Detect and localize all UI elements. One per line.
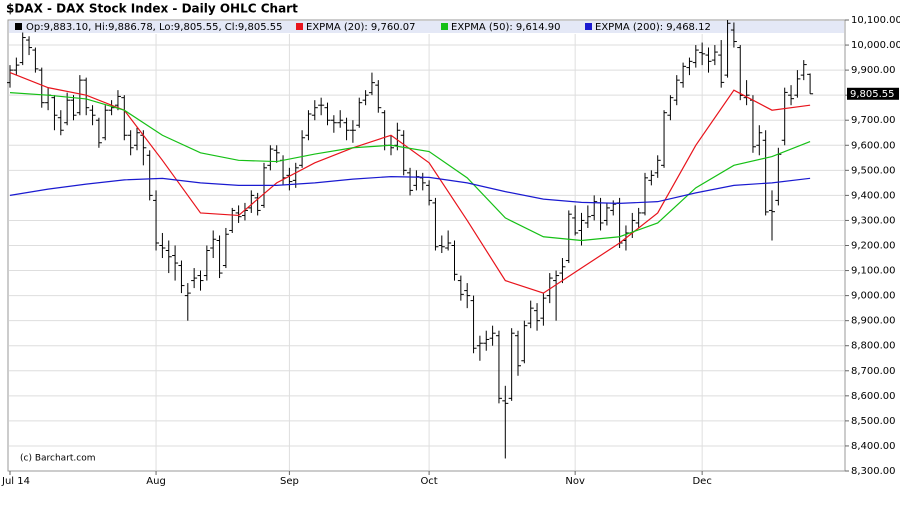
last-price-box bbox=[847, 87, 899, 100]
y-tick-label: 9,700.00 bbox=[851, 115, 896, 126]
x-tick-label: Jul 14 bbox=[1, 476, 30, 487]
legend-swatch bbox=[15, 23, 22, 30]
ema-line bbox=[9, 175, 811, 205]
legend-entry: EXPMA (200): 9,468.12 bbox=[595, 22, 711, 33]
legend-swatch bbox=[441, 23, 448, 30]
chart-title: $DAX - DAX Stock Index - Daily OHLC Char… bbox=[6, 2, 298, 16]
ema-line bbox=[9, 92, 811, 242]
legend-entry: EXPMA (20): 9,760.07 bbox=[306, 22, 415, 33]
legend-swatch bbox=[296, 23, 303, 30]
y-tick-label: 9,600.00 bbox=[851, 140, 896, 151]
legend-band bbox=[9, 21, 844, 33]
y-tick-label: 9,300.00 bbox=[851, 215, 896, 226]
watermark: (c) Barchart.com bbox=[20, 454, 96, 464]
x-tick-label: Sep bbox=[280, 476, 299, 487]
legend-swatch bbox=[585, 23, 592, 30]
y-tick-label: 8,300.00 bbox=[851, 466, 896, 477]
y-tick-label: 8,700.00 bbox=[851, 366, 896, 377]
y-tick-label: 9,000.00 bbox=[851, 291, 896, 302]
y-tick-label: 9,900.00 bbox=[851, 65, 896, 76]
y-tick-label: 8,900.00 bbox=[851, 316, 896, 327]
y-tick-label: 10,000.00 bbox=[851, 40, 900, 51]
y-tick-label: 10,100.00 bbox=[851, 15, 900, 26]
legend-entry: EXPMA (50): 9,614.90 bbox=[451, 22, 560, 33]
y-tick-label: 9,400.00 bbox=[851, 190, 896, 201]
x-tick-label: Aug bbox=[146, 476, 166, 487]
ema-line bbox=[9, 72, 811, 294]
y-tick-label: 9,500.00 bbox=[851, 165, 896, 176]
x-tick-label: Nov bbox=[565, 476, 585, 487]
y-tick-label: 8,800.00 bbox=[851, 341, 896, 352]
legend-header: Op:9,883.10, Hi:9,886.78, Lo:9,805.55, C… bbox=[26, 22, 282, 33]
x-tick-label: Dec bbox=[692, 476, 711, 487]
x-tick-label: Oct bbox=[420, 476, 437, 487]
y-tick-label: 9,100.00 bbox=[851, 266, 896, 277]
y-tick-label: 9,200.00 bbox=[851, 241, 896, 252]
y-tick-label: 8,400.00 bbox=[851, 441, 896, 452]
y-tick-label: 8,600.00 bbox=[851, 391, 896, 402]
y-tick-label: 8,500.00 bbox=[851, 416, 896, 427]
last-price-label: 9,805.55 bbox=[850, 89, 895, 100]
